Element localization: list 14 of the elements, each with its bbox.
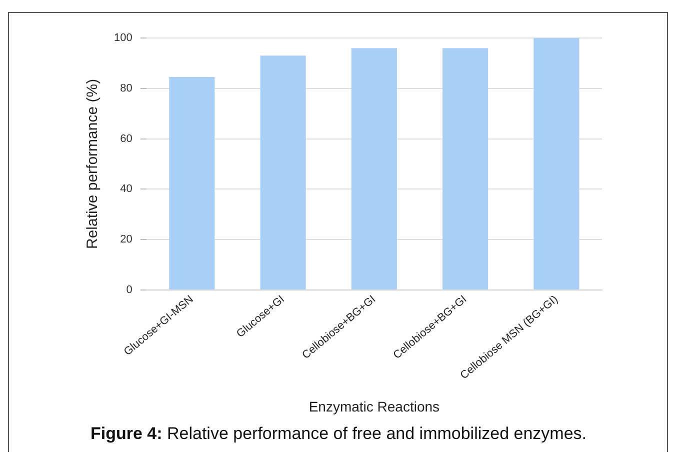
y-axis-title: Relative performance (%)	[84, 78, 102, 249]
bar	[534, 38, 580, 290]
y-tick-label: 40	[120, 183, 132, 196]
x-axis-title: Enzymatic Reactions	[308, 398, 440, 414]
y-tick-label: 20	[120, 234, 132, 246]
caption: Figure 4: Relative performance of free and immobilized enzymes.	[89, 424, 588, 444]
bar	[260, 56, 306, 290]
bar	[169, 77, 215, 290]
bar	[351, 48, 397, 290]
bar	[442, 48, 488, 290]
y-tick-label: 80	[120, 82, 132, 94]
y-tick-label: 0	[126, 284, 132, 296]
y-tick-label: 100	[114, 32, 132, 44]
y-tick-label: 60	[120, 132, 132, 145]
